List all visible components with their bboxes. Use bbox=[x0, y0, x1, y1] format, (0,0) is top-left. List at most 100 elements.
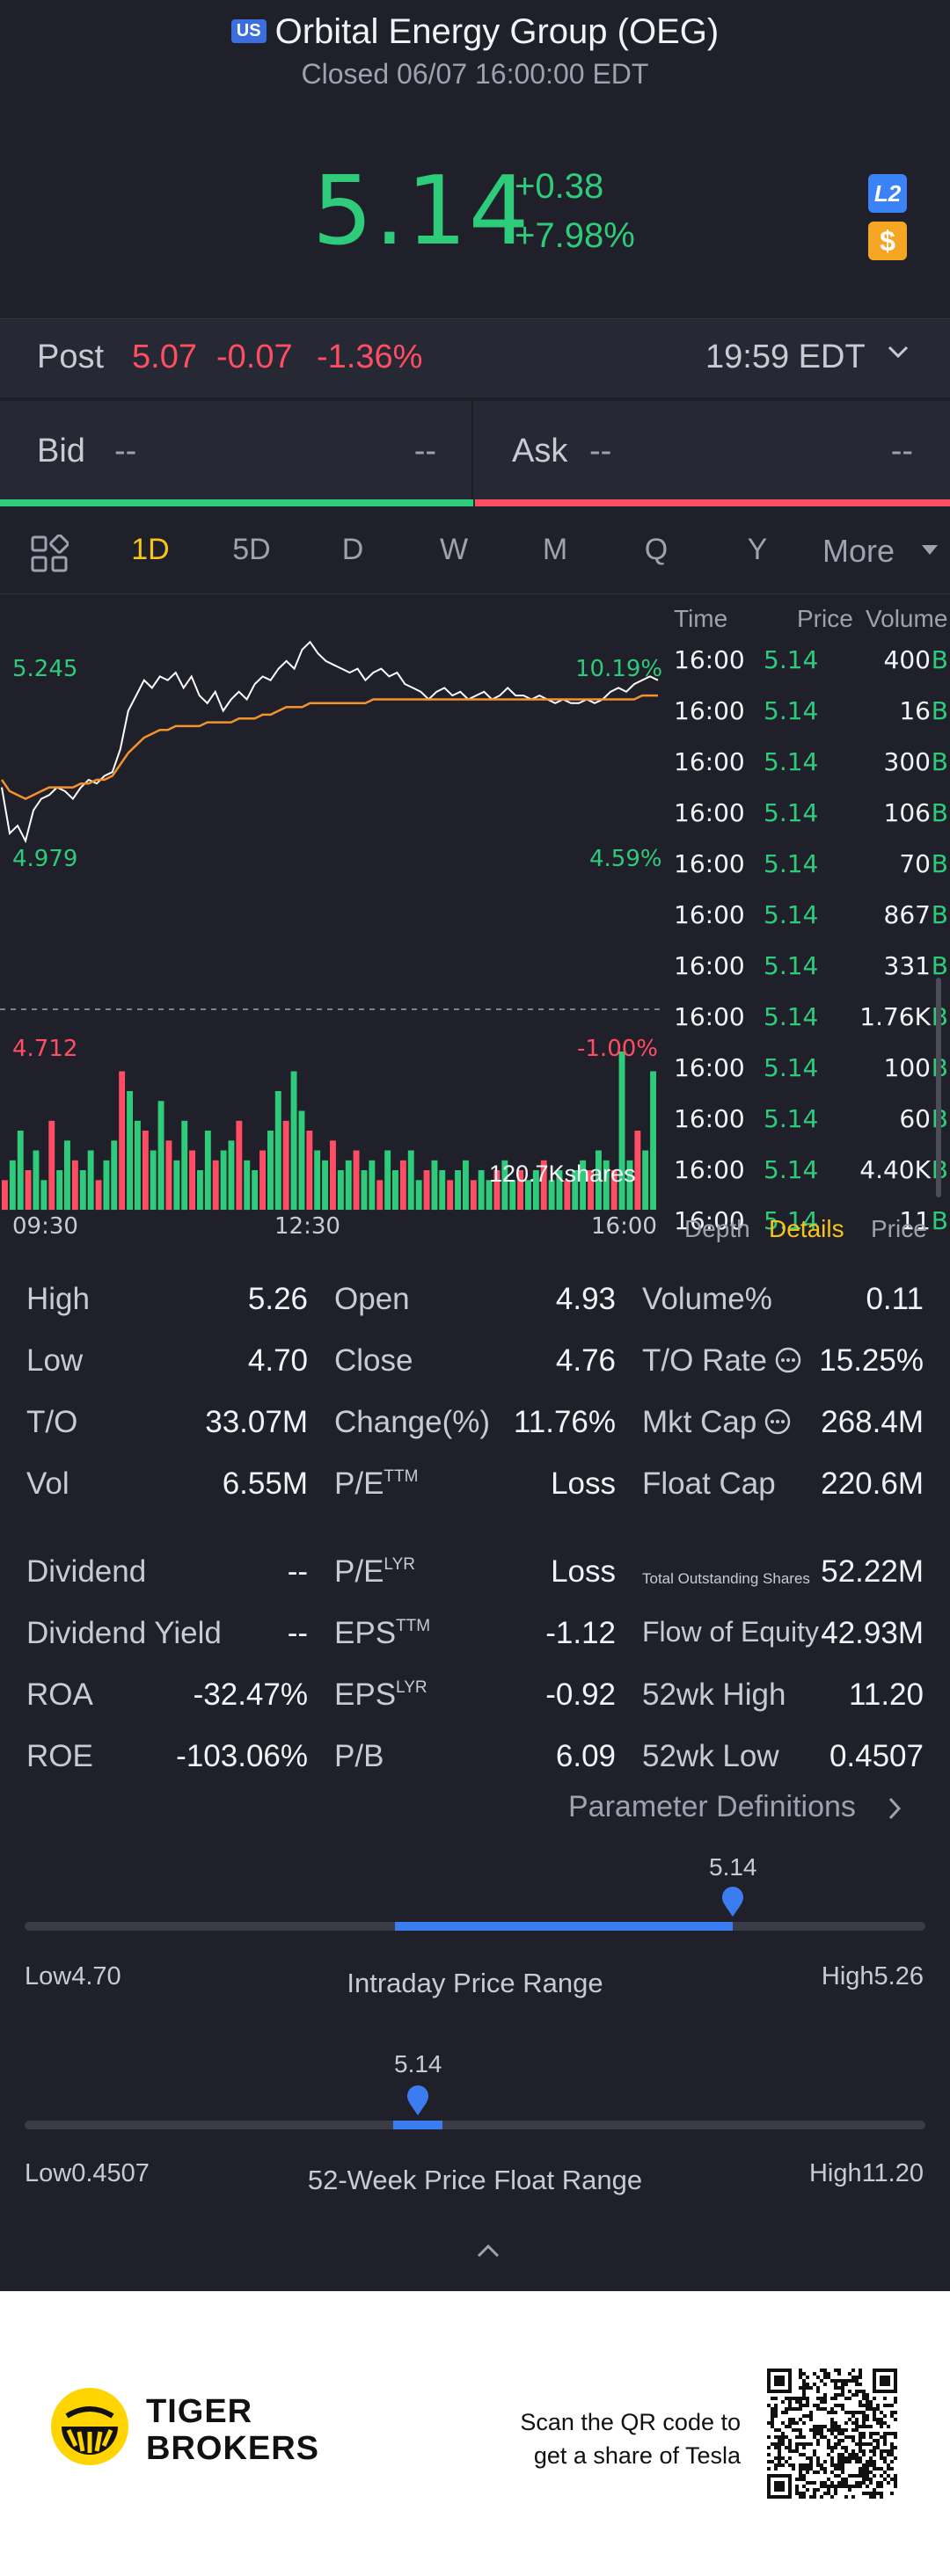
volume-bar bbox=[236, 1120, 243, 1211]
chart-high-price: 5.245 bbox=[12, 656, 78, 682]
stat-high-label: High bbox=[26, 1282, 90, 1316]
stat-torate-label[interactable]: T/O Rate bbox=[642, 1343, 802, 1379]
volume-bar bbox=[603, 1160, 610, 1211]
x-tick-mid: 12:30 bbox=[274, 1213, 340, 1240]
volume-bar bbox=[478, 1170, 485, 1210]
volume-bar bbox=[642, 1150, 649, 1210]
volume-bar bbox=[525, 1180, 531, 1211]
stock-title: Orbital Energy Group (OEG) bbox=[274, 12, 720, 51]
stat-52wk-high-label: 52wk High bbox=[642, 1677, 786, 1712]
caret-down-icon bbox=[922, 545, 938, 555]
ts-volume: 1.76K bbox=[859, 1002, 931, 1031]
time-and-sales[interactable]: Time Price Volume 16:00 5.14 400 B 16:00 5.14… bbox=[669, 596, 950, 1247]
volume-bar bbox=[493, 1170, 501, 1210]
tab-5d[interactable]: 5D bbox=[232, 533, 271, 566]
volume-bar bbox=[399, 1160, 406, 1211]
intraday-range-title: Intraday Price Range bbox=[347, 1968, 603, 1998]
volume-bar bbox=[470, 1180, 477, 1211]
price-change-percent: +7.98% bbox=[515, 216, 635, 255]
post-label: Post bbox=[37, 338, 105, 375]
volume-bar bbox=[252, 1170, 259, 1210]
stat-eps-lyr-label-text: EPS bbox=[334, 1677, 397, 1712]
stat-change-label: Change(%) bbox=[334, 1405, 491, 1439]
ts-row: 16:005.144.40KB bbox=[669, 1155, 950, 1203]
chevron-right-icon[interactable] bbox=[881, 1794, 908, 1823]
tab-1d[interactable]: 1D bbox=[131, 533, 170, 566]
stat-eps-lyr-label: EPSLYR bbox=[334, 1677, 428, 1713]
ts-time: 16:00 bbox=[674, 747, 745, 776]
bid-cell[interactable]: Bid -- -- bbox=[0, 401, 473, 499]
stat-roe-value: -103.06% bbox=[176, 1739, 308, 1773]
stat-pe-lyr-label: P/ELYR bbox=[334, 1554, 415, 1590]
volume-bar bbox=[274, 1091, 281, 1210]
ts-time: 16:00 bbox=[674, 696, 745, 725]
stat-52wk-high-value: 11.20 bbox=[849, 1677, 924, 1712]
chevron-down-icon[interactable] bbox=[882, 337, 914, 368]
ts-volume: 400 bbox=[883, 645, 931, 674]
volume-bar bbox=[48, 1120, 55, 1211]
volume-bar bbox=[447, 1180, 454, 1211]
volume-bar bbox=[173, 1160, 180, 1211]
post-market-row[interactable]: Post 5.07 -0.07 -1.36% 19:59 EDT bbox=[0, 318, 950, 397]
volume-bar bbox=[204, 1131, 211, 1210]
layout-grid-icon[interactable] bbox=[30, 535, 69, 573]
tab-q[interactable]: Q bbox=[644, 533, 669, 566]
tab-d[interactable]: D bbox=[341, 533, 364, 566]
ts-volume: 70 bbox=[899, 849, 931, 878]
tab-y[interactable]: Y bbox=[747, 533, 768, 566]
ts-row: 16:005.141.76KB bbox=[669, 1002, 950, 1050]
ts-price: 5.14 bbox=[764, 747, 819, 776]
ask-cell[interactable]: Ask -- -- bbox=[475, 401, 948, 499]
stat-torate-value: 15.25% bbox=[819, 1343, 924, 1378]
parameter-definitions-link[interactable]: Parameter Definitions bbox=[568, 1790, 856, 1823]
ts-price: 5.14 bbox=[764, 900, 819, 929]
post-time: 19:59 EDT bbox=[705, 338, 866, 375]
ts-price: 5.14 bbox=[764, 951, 819, 980]
week52-range-track bbox=[25, 2121, 925, 2129]
brand-line-1: TIGER bbox=[146, 2393, 253, 2430]
more-info-icon[interactable] bbox=[764, 1408, 792, 1436]
volume-bar bbox=[517, 1170, 523, 1210]
ts-side: B bbox=[931, 696, 948, 725]
stock-title-row: US Orbital Energy Group (OEG) bbox=[0, 12, 950, 52]
chevron-up-icon[interactable] bbox=[473, 2240, 503, 2261]
volume-bar bbox=[330, 1140, 336, 1211]
tab-depth[interactable]: Depth bbox=[684, 1215, 750, 1242]
volume-bar bbox=[2, 1180, 8, 1211]
volume-bar bbox=[79, 1170, 86, 1210]
dollar-icon[interactable]: $ bbox=[868, 222, 907, 260]
tab-w[interactable]: W bbox=[439, 533, 469, 566]
week52-low-label: Low0.4507 bbox=[25, 2159, 150, 2187]
volume-bar bbox=[548, 1180, 555, 1211]
intraday-chart[interactable] bbox=[0, 596, 669, 1212]
qr-code-icon[interactable] bbox=[767, 2369, 897, 2499]
stat-mktcap-label[interactable]: Mkt Cap bbox=[642, 1405, 792, 1440]
stat-52wk-low-value: 0.4507 bbox=[829, 1739, 924, 1773]
more-info-icon[interactable] bbox=[774, 1346, 802, 1374]
ts-row: 16:00 5.14 16 B bbox=[669, 696, 950, 744]
stat-low-label: Low bbox=[26, 1343, 84, 1378]
volume-bar bbox=[244, 1160, 251, 1211]
stat-pe-ttm-label: P/ETTM bbox=[334, 1466, 418, 1502]
ts-row: 16:00 5.14 867 B bbox=[669, 900, 950, 948]
stat-dividend-label: Dividend bbox=[26, 1554, 147, 1589]
volume-bar bbox=[353, 1150, 360, 1210]
ts-row: 16:00 5.14 400 B bbox=[669, 645, 950, 693]
ts-price: 5.14 bbox=[764, 696, 819, 725]
tab-price[interactable]: Price bbox=[871, 1215, 927, 1242]
volume-bar bbox=[618, 1052, 625, 1210]
ts-header-volume: Volume bbox=[866, 605, 948, 632]
ts-scrollbar[interactable] bbox=[936, 978, 941, 1197]
volume-bar bbox=[259, 1150, 266, 1210]
tab-m[interactable]: M bbox=[542, 533, 568, 566]
stat-eps-lyr-sup: LYR bbox=[396, 1678, 428, 1697]
tab-more[interactable]: More bbox=[822, 533, 895, 569]
volume-bar bbox=[267, 1131, 274, 1210]
level2-icon[interactable]: L2 bbox=[868, 174, 907, 213]
volume-bar bbox=[212, 1160, 219, 1211]
tab-details[interactable]: Details bbox=[769, 1215, 844, 1242]
volume-bar bbox=[596, 1150, 602, 1210]
volume-bar bbox=[87, 1150, 94, 1210]
x-tick-open: 09:30 bbox=[12, 1213, 78, 1240]
intraday-range-fill bbox=[394, 1922, 733, 1931]
